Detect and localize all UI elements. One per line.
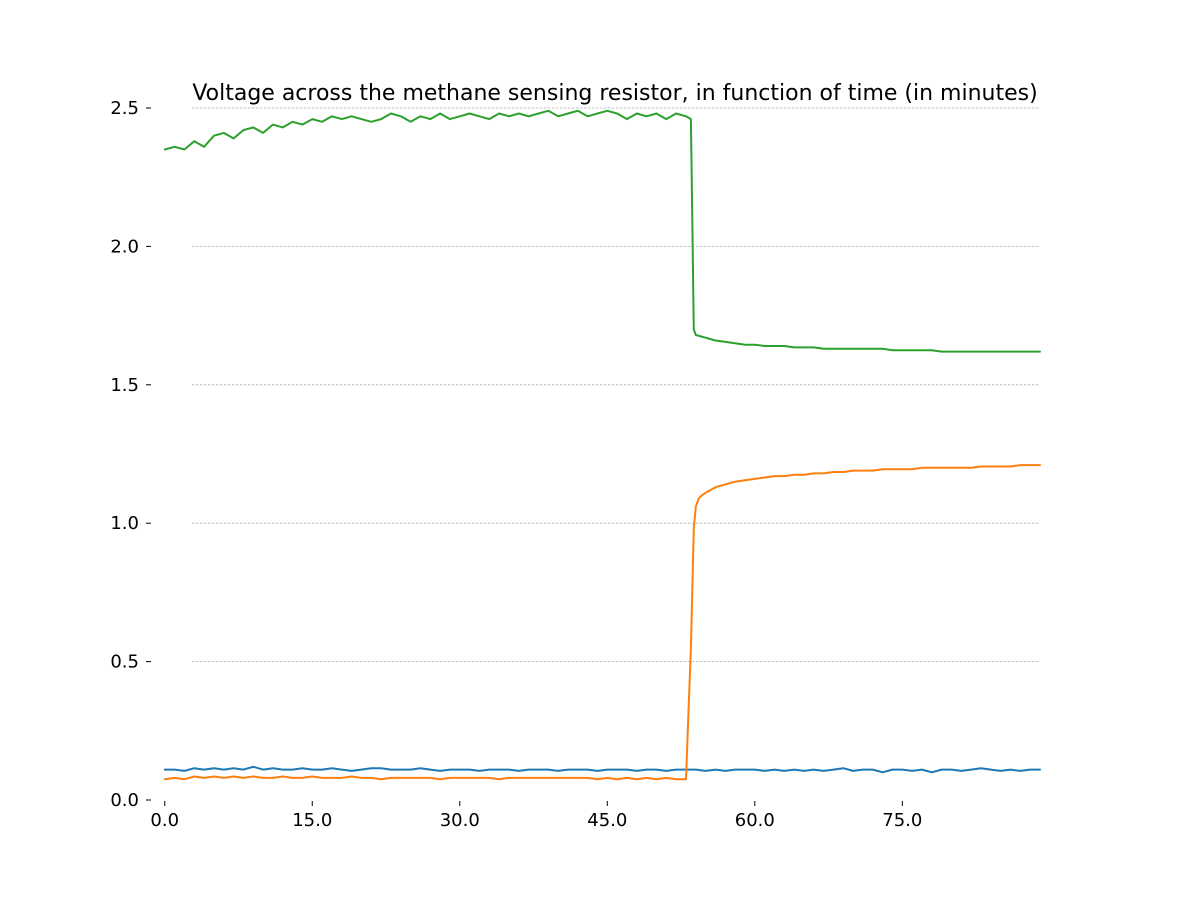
x-tick-label: 15.0 [292,810,332,831]
x-tick-label: 0.0 [150,810,179,831]
y-tick-label: 1.0 [110,513,139,534]
y-tick-label: 2.0 [110,236,139,257]
y-tick-label: 0.0 [110,790,139,811]
x-tick-label: 30.0 [440,810,480,831]
x-tick-label: 45.0 [587,810,627,831]
chart-title: Voltage across the methane sensing resis… [192,81,1037,106]
y-axis: 0.0 0.5 1.0 1.5 2.0 2.5 [110,98,151,811]
grid-lines [192,107,1040,662]
series-line-3 [163,109,1041,353]
y-tick-label: 0.5 [110,652,139,673]
series-line-1 [163,765,1041,774]
x-tick-label: 75.0 [882,810,922,831]
y-tick-label: 1.5 [110,375,139,396]
x-axis: 0.0 15.0 30.0 45.0 60.0 75.0 [150,801,922,831]
y-tick-label: 2.5 [110,98,139,119]
x-tick-label: 60.0 [735,810,775,831]
series-line-2 [163,464,1041,781]
series-layer [163,109,1041,781]
